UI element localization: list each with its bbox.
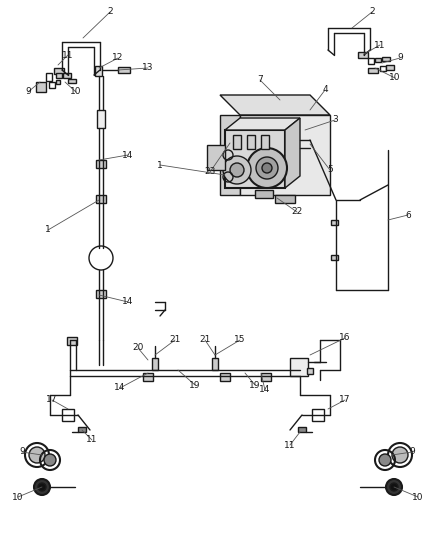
Bar	[261, 373, 271, 381]
Text: 4: 4	[322, 85, 328, 94]
Polygon shape	[220, 115, 240, 195]
Text: 10: 10	[70, 87, 82, 96]
Text: 9: 9	[409, 448, 415, 456]
Circle shape	[256, 157, 278, 179]
Text: 11: 11	[86, 435, 98, 445]
Text: 17: 17	[339, 395, 351, 405]
Text: 2: 2	[107, 7, 113, 17]
Text: 23: 23	[204, 167, 215, 176]
Text: 2: 2	[369, 7, 375, 17]
Polygon shape	[285, 118, 300, 188]
Bar	[261, 135, 269, 149]
Bar	[54, 68, 64, 74]
Bar	[331, 255, 338, 260]
Bar	[67, 337, 77, 345]
Bar	[380, 66, 386, 71]
Text: 21: 21	[199, 335, 211, 344]
Bar	[36, 82, 46, 92]
Circle shape	[262, 163, 272, 173]
Bar	[375, 58, 381, 62]
Text: 10: 10	[12, 492, 24, 502]
Bar	[233, 135, 241, 149]
Text: 9: 9	[19, 448, 25, 456]
Circle shape	[223, 156, 251, 184]
Bar	[96, 290, 106, 298]
Bar	[97, 110, 105, 128]
Polygon shape	[220, 95, 330, 115]
Bar	[298, 427, 306, 432]
Bar	[63, 73, 71, 78]
Text: 14: 14	[122, 297, 134, 306]
Circle shape	[386, 479, 402, 495]
Text: 20: 20	[132, 343, 144, 352]
Text: 10: 10	[412, 492, 424, 502]
Bar	[225, 130, 285, 188]
Text: 1: 1	[157, 160, 163, 169]
Bar	[212, 358, 218, 370]
Bar	[78, 427, 86, 432]
Text: 1: 1	[45, 225, 51, 235]
Bar	[152, 358, 158, 370]
Text: 9: 9	[397, 53, 403, 62]
Bar	[46, 73, 52, 81]
Bar	[275, 195, 295, 203]
Text: 14: 14	[122, 150, 134, 159]
Text: 5: 5	[327, 166, 333, 174]
Circle shape	[44, 454, 56, 466]
Text: 19: 19	[189, 381, 201, 390]
Circle shape	[390, 483, 398, 491]
Bar	[95, 66, 102, 76]
Text: 22: 22	[291, 207, 303, 216]
Bar	[368, 58, 374, 64]
Bar	[368, 68, 378, 73]
Text: 19: 19	[249, 381, 261, 390]
Bar	[96, 195, 106, 203]
Circle shape	[379, 454, 391, 466]
Bar	[118, 67, 130, 73]
Bar	[331, 220, 338, 225]
Text: 17: 17	[46, 395, 58, 405]
Polygon shape	[225, 118, 300, 130]
Text: 3: 3	[332, 116, 338, 125]
Text: 11: 11	[62, 51, 74, 60]
Text: 6: 6	[405, 211, 411, 220]
Bar	[56, 80, 60, 84]
Bar	[56, 73, 62, 78]
Bar	[143, 373, 153, 381]
Text: 11: 11	[284, 440, 296, 449]
Text: 14: 14	[114, 384, 126, 392]
Circle shape	[29, 447, 45, 463]
Bar	[290, 358, 308, 376]
Circle shape	[392, 447, 408, 463]
Bar	[307, 368, 313, 374]
Bar	[358, 52, 368, 58]
Text: 11: 11	[374, 41, 386, 50]
Bar	[220, 373, 230, 381]
Text: 16: 16	[339, 334, 351, 343]
Bar	[312, 409, 324, 421]
Circle shape	[38, 483, 46, 491]
Text: 10: 10	[389, 74, 401, 83]
Text: 7: 7	[257, 76, 263, 85]
Bar	[386, 65, 394, 70]
Circle shape	[230, 163, 244, 177]
Text: 15: 15	[234, 335, 246, 344]
Bar	[382, 57, 390, 61]
Bar	[68, 79, 76, 83]
Text: 9: 9	[25, 87, 31, 96]
Text: 13: 13	[142, 63, 154, 72]
Polygon shape	[240, 115, 330, 195]
Text: 21: 21	[170, 335, 181, 344]
Bar	[62, 409, 74, 421]
Bar	[247, 135, 255, 149]
Bar	[207, 145, 225, 170]
Circle shape	[34, 479, 50, 495]
Bar	[49, 82, 55, 88]
Text: 12: 12	[112, 53, 124, 62]
Text: 14: 14	[259, 385, 271, 394]
Circle shape	[247, 148, 287, 188]
Bar	[96, 160, 106, 168]
Bar	[255, 190, 273, 198]
